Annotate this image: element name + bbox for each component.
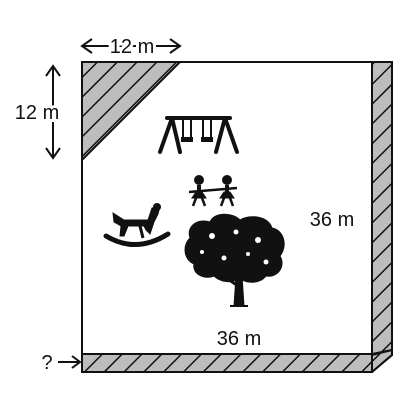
bottom-path-strip [81,353,373,373]
left-height-label: 12 m [15,102,59,124]
rocking-horse-icon [103,203,171,247]
right-path [371,61,393,356]
right-side-label: 36 m [310,209,354,231]
bottom-side-label: 36 m [217,328,261,350]
children-icon [188,175,238,207]
tree-icon [184,213,285,307]
unknown-width-label: ? [41,352,52,374]
corner-triangle [81,61,183,163]
swing-set-icon [158,116,239,154]
unknown-width-arrow [58,355,82,369]
top-width-label: 12 m [110,36,154,58]
left-dimension-arrow [45,64,61,160]
top-dimension-arrow [80,38,182,54]
